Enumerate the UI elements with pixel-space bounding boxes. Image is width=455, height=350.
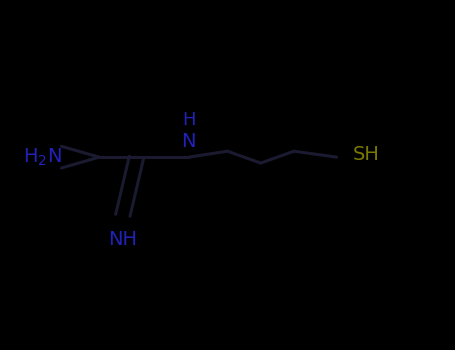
Text: N: N bbox=[182, 132, 196, 151]
Text: SH: SH bbox=[353, 145, 379, 164]
Text: NH: NH bbox=[108, 230, 137, 249]
Text: H: H bbox=[182, 111, 196, 130]
Text: H$_2$N: H$_2$N bbox=[23, 147, 61, 168]
